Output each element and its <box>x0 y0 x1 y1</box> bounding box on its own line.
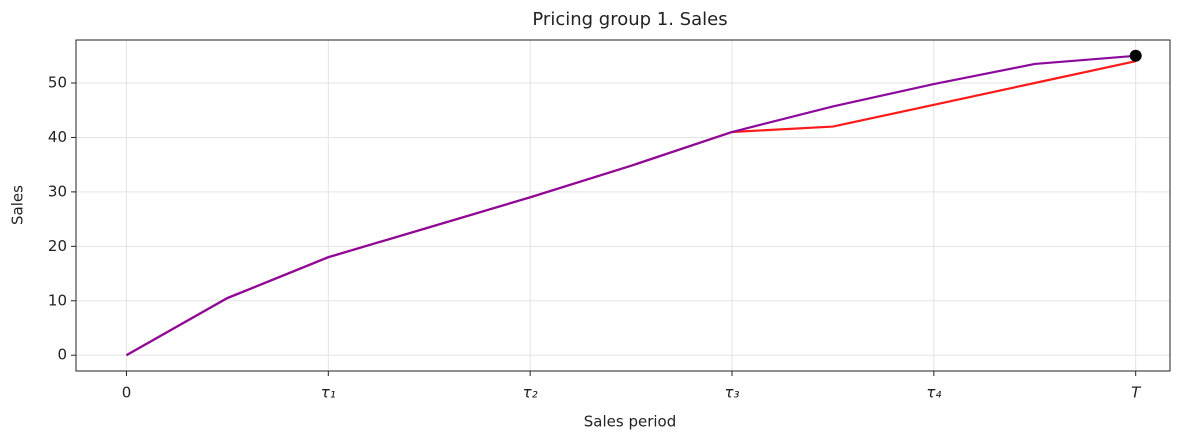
chart-title: Pricing group 1. Sales <box>532 9 727 30</box>
y-tick-label: 30 <box>48 182 67 200</box>
series-line <box>125 54 1136 357</box>
x-tick-label: T <box>1131 384 1142 402</box>
x-axis-label: Sales period <box>584 413 676 431</box>
y-tick-label: 50 <box>48 74 67 92</box>
y-tick-label: 40 <box>48 128 67 146</box>
x-tick-label: 0 <box>122 384 132 402</box>
x-tick-label: τ₁ <box>321 384 336 402</box>
x-tick-label: τ₄ <box>926 384 941 402</box>
y-tick-label: 0 <box>57 346 67 364</box>
series-line <box>125 60 1136 357</box>
y-tick-label: 10 <box>48 291 67 309</box>
highlight-point <box>1129 49 1142 62</box>
x-tick-label: τ₃ <box>724 384 739 402</box>
y-tick-label: 20 <box>48 237 67 255</box>
y-axis-label: Sales <box>9 185 27 225</box>
plot-frame <box>75 39 1171 372</box>
x-tick-label: τ₂ <box>523 384 538 402</box>
